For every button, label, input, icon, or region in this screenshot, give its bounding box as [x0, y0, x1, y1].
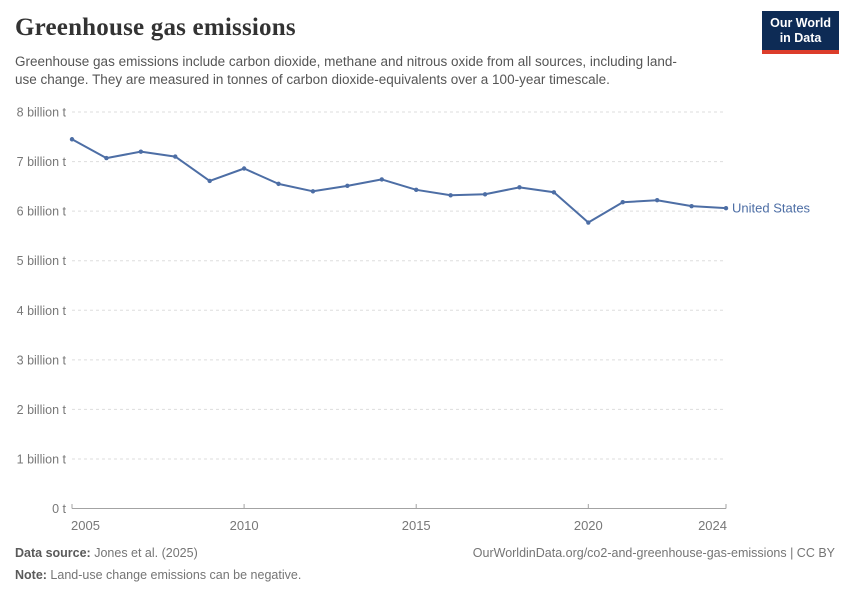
credit-link[interactable]: OurWorldinData.org/co2-and-greenhouse-ga…: [472, 546, 835, 560]
owid-logo[interactable]: Our World in Data: [762, 11, 839, 54]
owid-logo-line1: Our World: [770, 16, 831, 30]
y-axis-tick-label: 8 billion t: [17, 106, 67, 120]
data-point[interactable]: [276, 181, 281, 187]
data-point[interactable]: [345, 183, 350, 189]
data-point[interactable]: [482, 192, 488, 197]
data-point[interactable]: [241, 166, 247, 171]
series-label[interactable]: United States: [732, 201, 811, 216]
data-point[interactable]: [551, 190, 557, 195]
y-axis-tick-label: 2 billion t: [17, 403, 67, 417]
data-point[interactable]: [414, 187, 419, 193]
page-title: Greenhouse gas emissions: [15, 14, 296, 41]
note-value: Land-use change emissions can be negativ…: [46, 568, 302, 582]
y-axis-tick-label: 0 t: [52, 502, 66, 516]
data-point[interactable]: [448, 193, 453, 198]
chart-footer: Data source: Jones et al. (2025) OurWorl…: [15, 546, 835, 582]
data-source-value: Jones et al. (2025): [90, 546, 198, 560]
data-point[interactable]: [310, 189, 316, 194]
y-axis-tick-label: 3 billion t: [17, 353, 67, 367]
data-series-line: [71, 138, 727, 224]
data-point[interactable]: [586, 220, 591, 225]
note-label: Note:: [15, 568, 47, 582]
y-axis-tick-label: 1 billion t: [17, 452, 67, 466]
x-axis-tick-label: 2005: [71, 518, 100, 533]
data-point[interactable]: [69, 137, 75, 142]
y-axis-tick-label: 4 billion t: [17, 304, 67, 318]
y-axis-tick-label: 6 billion t: [17, 205, 67, 219]
x-axis-tick-label: 2020: [574, 518, 603, 533]
data-point[interactable]: [379, 177, 384, 182]
y-axis-tick-label: 5 billion t: [17, 254, 67, 268]
x-axis-tick-label: 2015: [402, 518, 431, 533]
owid-logo-line2: in Data: [779, 30, 822, 45]
data-point[interactable]: [104, 155, 109, 161]
data-point[interactable]: [173, 154, 178, 159]
data-point[interactable]: [517, 185, 522, 190]
y-axis-tick-label: 7 billion t: [17, 155, 67, 169]
data-point[interactable]: [207, 178, 212, 184]
data-point[interactable]: [138, 149, 144, 154]
chart-subtitle: Greenhouse gas emissions include carbon …: [15, 54, 677, 88]
data-point[interactable]: [723, 205, 729, 211]
data-point[interactable]: [689, 203, 694, 209]
data-source-label: Data source:: [15, 546, 91, 560]
data-point[interactable]: [620, 200, 625, 205]
chart-note: Note: Land-use change emissions can be n…: [15, 568, 835, 582]
data-point[interactable]: [654, 198, 660, 203]
data-source: Data source: Jones et al. (2025): [15, 546, 198, 560]
x-axis-tick-label: 2010: [230, 518, 259, 533]
x-axis-tick-label: 2024: [698, 518, 727, 533]
